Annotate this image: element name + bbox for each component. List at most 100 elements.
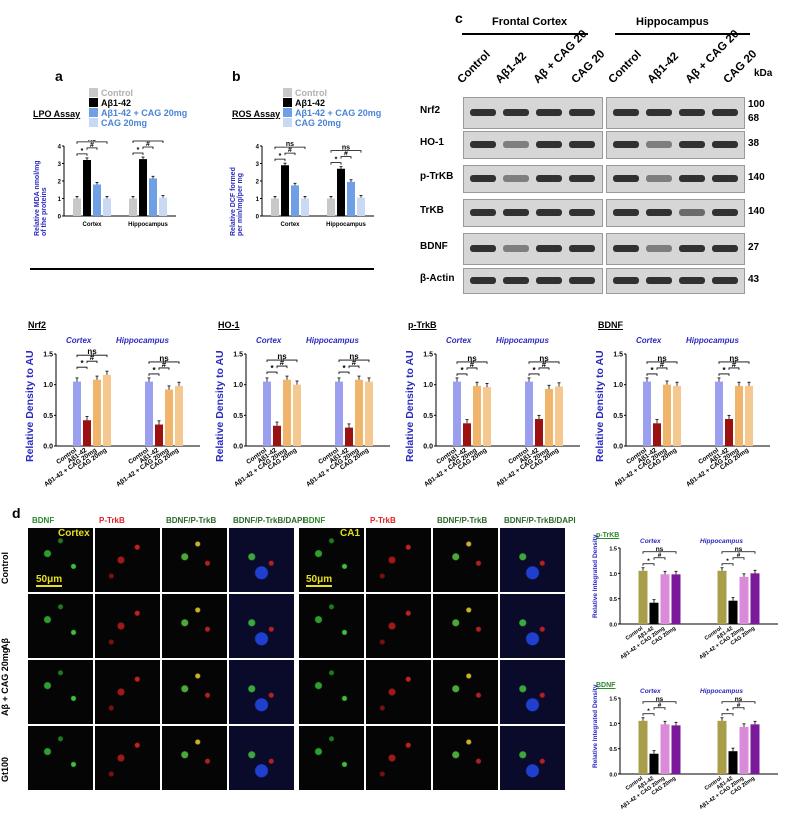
significance-star: * bbox=[726, 558, 729, 565]
y-tick-label: 0 bbox=[58, 215, 62, 221]
y-tick-label: 0.5 bbox=[233, 413, 243, 420]
significance-bracket bbox=[274, 158, 286, 162]
significance-hash: # bbox=[146, 141, 150, 148]
significance-ns: ns bbox=[656, 696, 664, 703]
if-image-tile bbox=[162, 726, 227, 790]
significance-star: * bbox=[726, 708, 729, 715]
if-image-tile bbox=[500, 660, 565, 724]
blot-band bbox=[646, 209, 672, 216]
significance-bracket bbox=[338, 371, 350, 375]
bar bbox=[715, 381, 723, 446]
lane-label: Aβ1-42 bbox=[645, 50, 682, 86]
blot-band bbox=[712, 141, 738, 148]
region-label-cortex: Cortex bbox=[446, 336, 472, 345]
group-label: Cortex bbox=[280, 222, 300, 228]
region-frontal-cortex: Frontal Cortex bbox=[492, 16, 568, 28]
if-image-tile bbox=[229, 528, 294, 592]
blot-row-label: Nrf2 bbox=[420, 105, 441, 116]
bar bbox=[73, 381, 81, 446]
blot-band bbox=[613, 277, 639, 284]
region-label-cortex: Cortex bbox=[636, 336, 662, 345]
blot-band bbox=[613, 141, 639, 148]
blot-band bbox=[613, 175, 639, 182]
significance-hash: # bbox=[737, 552, 741, 559]
significance-star: * bbox=[650, 366, 654, 375]
bar bbox=[365, 381, 373, 446]
bar bbox=[555, 386, 563, 446]
y-tick-label: 1.0 bbox=[613, 382, 623, 389]
if-image-tile bbox=[366, 594, 431, 658]
bar bbox=[483, 387, 491, 446]
significance-bracket bbox=[642, 563, 655, 566]
bar bbox=[671, 574, 681, 624]
bar bbox=[145, 381, 153, 446]
significance-ns: ns bbox=[735, 546, 743, 553]
if-column-header: BDNF/P-TrkB/DAPI bbox=[504, 516, 576, 525]
significance-ns: ns bbox=[87, 347, 97, 356]
lane-label: CAG 20 bbox=[569, 48, 608, 86]
y-tick-label: 1.0 bbox=[43, 382, 53, 389]
bar bbox=[347, 181, 355, 216]
bar bbox=[293, 384, 301, 446]
y-tick-label: 4 bbox=[58, 145, 62, 151]
if-image-tile bbox=[28, 594, 93, 658]
significance-star: * bbox=[647, 708, 650, 715]
y-tick-label: 3 bbox=[58, 162, 62, 168]
if-image-tile bbox=[366, 726, 431, 790]
if-image-tile bbox=[500, 726, 565, 790]
significance-bracket bbox=[274, 146, 306, 150]
y-tick-label: 1.0 bbox=[609, 572, 617, 578]
legend-item: Aβ1-42 bbox=[295, 98, 326, 108]
density-chart-title: BDNF bbox=[598, 320, 623, 330]
legend-item: Control bbox=[101, 88, 133, 98]
bar bbox=[83, 160, 91, 216]
blot-band bbox=[712, 245, 738, 252]
if-image-tile bbox=[95, 726, 160, 790]
legend-item: Aβ1-42 + CAG 20mg bbox=[101, 108, 188, 118]
significance-bracket bbox=[148, 361, 180, 364]
side-region-hippocampus: Hippocampus bbox=[700, 688, 743, 695]
blot-band bbox=[569, 277, 595, 284]
significance-bracket bbox=[732, 707, 745, 710]
if-image-tile bbox=[433, 594, 498, 658]
significance-star: * bbox=[342, 364, 346, 373]
blot-band bbox=[503, 277, 529, 284]
blot-strip-hippo bbox=[606, 131, 745, 159]
y-tick-label: 0.0 bbox=[233, 444, 243, 451]
blot-band bbox=[679, 277, 705, 284]
y-tick-label: 4 bbox=[256, 145, 260, 151]
bar bbox=[335, 381, 343, 446]
if-image-tile bbox=[229, 726, 294, 790]
significance-hash: # bbox=[737, 702, 741, 709]
y-tick-label: 1 bbox=[58, 197, 62, 203]
blot-strip-frontal bbox=[463, 165, 603, 193]
panel-label-b: b bbox=[232, 68, 241, 84]
significance-ns: ns bbox=[657, 354, 667, 363]
y-tick-label: 1.5 bbox=[609, 697, 617, 703]
significance-bracket bbox=[642, 551, 677, 554]
blot-strip-hippo bbox=[606, 97, 745, 129]
significance-hash: # bbox=[660, 360, 665, 369]
if-image-tile bbox=[299, 528, 364, 592]
if-image-tile bbox=[500, 594, 565, 658]
y-tick-label: 1.0 bbox=[423, 382, 433, 389]
bar bbox=[739, 576, 749, 624]
significance-bracket bbox=[528, 361, 560, 364]
bar bbox=[671, 725, 681, 774]
if-column-header: BDNF bbox=[303, 516, 326, 525]
bar bbox=[660, 724, 670, 774]
if-region-cortex: Cortex bbox=[58, 528, 90, 539]
blot-band bbox=[712, 109, 738, 116]
if-image-tile bbox=[28, 528, 93, 592]
region-label-cortex: Cortex bbox=[66, 336, 92, 345]
if-image-tile bbox=[433, 528, 498, 592]
bar bbox=[649, 753, 659, 774]
blot-band bbox=[503, 245, 529, 252]
blot-band bbox=[470, 209, 496, 216]
region-hippocampus: Hippocampus bbox=[636, 16, 709, 28]
bar bbox=[103, 374, 111, 446]
blot-band bbox=[503, 109, 529, 116]
bar bbox=[660, 574, 670, 624]
y-tick-label: 1.5 bbox=[613, 352, 623, 359]
